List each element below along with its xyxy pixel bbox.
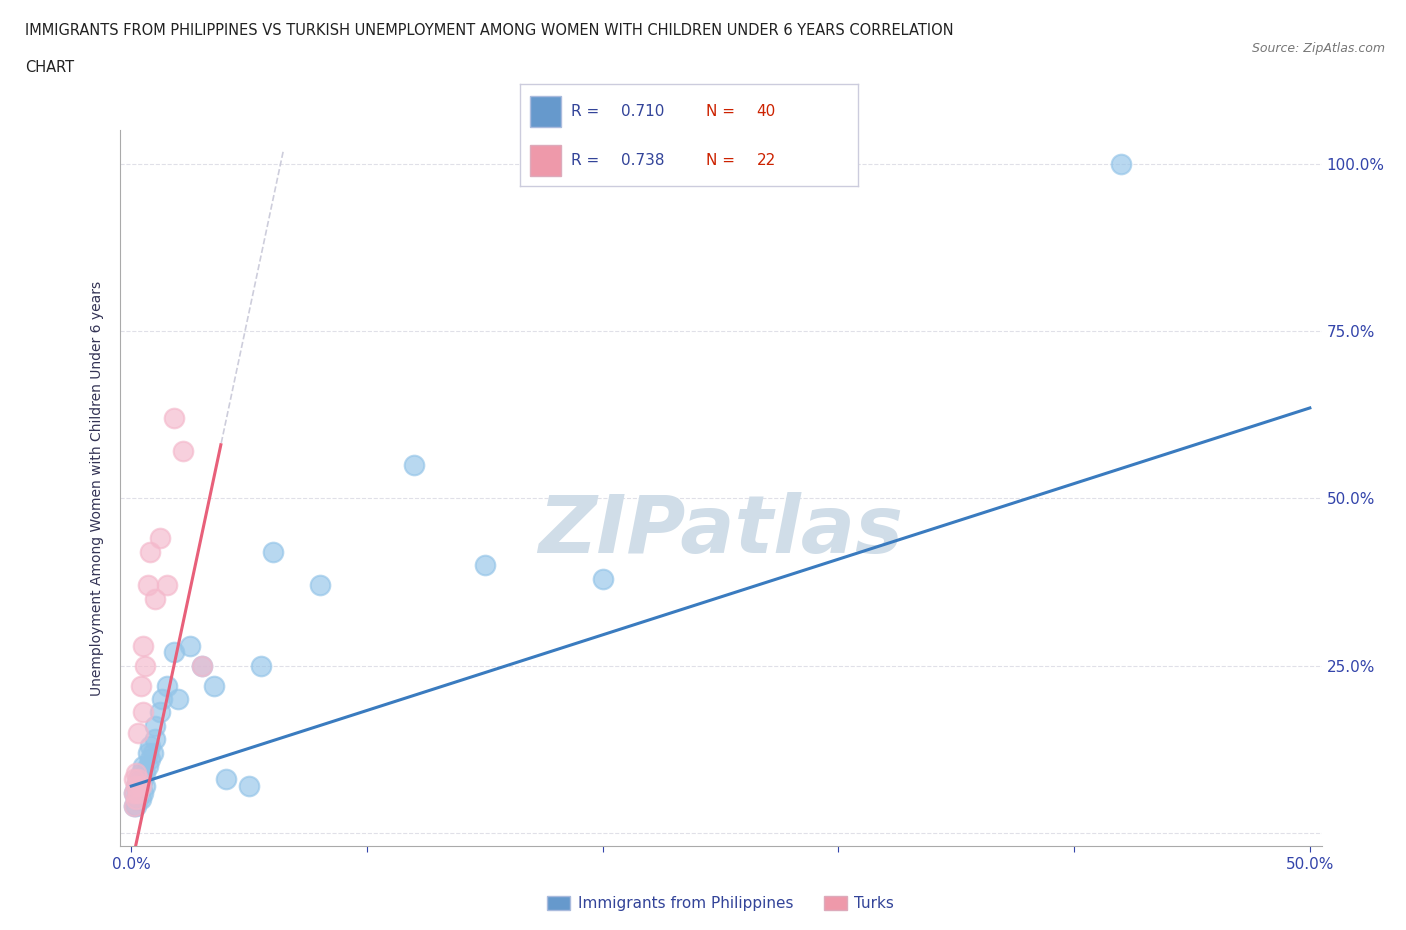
Point: [132, 638, 155, 653]
Point: [129, 778, 152, 793]
Point: [309, 578, 332, 592]
Point: [214, 772, 236, 787]
Text: R =: R =: [571, 153, 605, 168]
Point: [127, 785, 149, 800]
Point: [143, 732, 166, 747]
Point: [129, 792, 152, 807]
Point: [139, 751, 162, 766]
Point: [149, 705, 172, 720]
Point: [122, 772, 145, 787]
Point: [262, 544, 284, 559]
Point: [129, 778, 152, 793]
Text: Source: ZipAtlas.com: Source: ZipAtlas.com: [1251, 42, 1385, 55]
Text: R =: R =: [571, 104, 605, 119]
Point: [127, 792, 149, 807]
Point: [141, 745, 163, 760]
Text: 22: 22: [756, 153, 776, 168]
Point: [134, 765, 156, 780]
Point: [122, 799, 145, 814]
Point: [143, 718, 166, 733]
Point: [122, 785, 145, 800]
Point: [134, 658, 156, 673]
Point: [167, 692, 190, 707]
Point: [163, 644, 186, 659]
Point: [143, 591, 166, 606]
Point: [149, 531, 172, 546]
Point: [129, 765, 152, 780]
Point: [238, 778, 260, 793]
Point: [125, 799, 148, 814]
Point: [1111, 156, 1133, 171]
Point: [127, 725, 149, 740]
Point: [125, 778, 148, 793]
Point: [132, 785, 155, 800]
Point: [134, 778, 156, 793]
Point: [172, 444, 194, 458]
Point: [191, 658, 214, 673]
Point: [127, 785, 149, 800]
Point: [125, 792, 148, 807]
Point: [125, 778, 148, 793]
Point: [202, 678, 225, 693]
Point: [191, 658, 214, 673]
Point: [136, 745, 159, 760]
Legend: Immigrants from Philippines, Turks: Immigrants from Philippines, Turks: [541, 890, 900, 917]
Point: [132, 705, 155, 720]
Point: [122, 799, 145, 814]
Text: 40: 40: [756, 104, 776, 119]
Point: [156, 678, 179, 693]
Text: 0.710: 0.710: [621, 104, 665, 119]
Point: [250, 658, 273, 673]
Point: [139, 544, 162, 559]
Text: CHART: CHART: [25, 60, 75, 75]
Point: [404, 458, 426, 472]
Point: [136, 759, 159, 774]
Point: [163, 410, 186, 425]
Point: [132, 759, 155, 774]
Point: [129, 678, 152, 693]
Point: [592, 571, 614, 586]
Y-axis label: Unemployment Among Women with Children Under 6 years: Unemployment Among Women with Children U…: [90, 281, 104, 696]
Text: N =: N =: [706, 153, 740, 168]
Point: [125, 765, 148, 780]
FancyBboxPatch shape: [530, 96, 561, 126]
Point: [150, 692, 173, 707]
Text: IMMIGRANTS FROM PHILIPPINES VS TURKISH UNEMPLOYMENT AMONG WOMEN WITH CHILDREN UN: IMMIGRANTS FROM PHILIPPINES VS TURKISH U…: [25, 23, 953, 38]
Point: [179, 638, 201, 653]
Point: [127, 772, 149, 787]
Text: ZIPatlas: ZIPatlas: [538, 492, 903, 570]
Point: [127, 772, 149, 787]
Point: [125, 792, 148, 807]
Point: [156, 578, 179, 592]
Text: N =: N =: [706, 104, 740, 119]
Point: [122, 785, 145, 800]
FancyBboxPatch shape: [530, 145, 561, 176]
Point: [139, 738, 162, 753]
Point: [132, 772, 155, 787]
Text: 0.738: 0.738: [621, 153, 665, 168]
Point: [474, 558, 496, 573]
Point: [136, 578, 159, 592]
